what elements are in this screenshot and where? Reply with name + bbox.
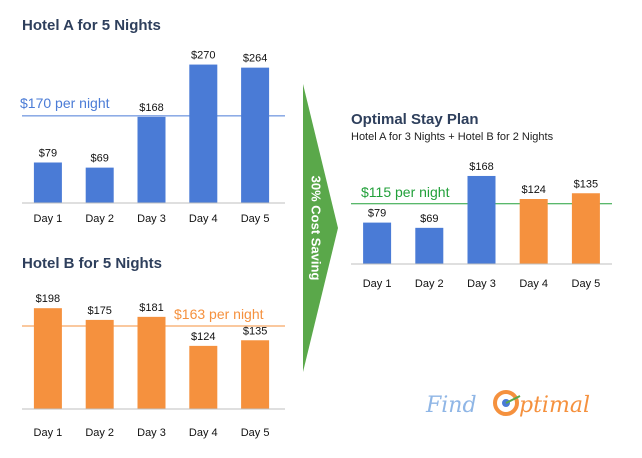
saving-arrow: 30% Cost Saving xyxy=(303,84,338,372)
x-tick-label: Day 2 xyxy=(415,278,444,290)
reference-label: $115 per night xyxy=(361,184,450,200)
chart-optimal: Optimal Stay Plan Hotel A for 3 Nights +… xyxy=(351,111,612,290)
bar xyxy=(241,67,270,203)
data-label: $69 xyxy=(91,153,109,165)
data-label: $124 xyxy=(521,184,545,196)
bar xyxy=(137,316,166,409)
data-label: $79 xyxy=(39,147,57,159)
data-label: $79 xyxy=(368,208,386,220)
data-label: $198 xyxy=(36,293,60,305)
x-tick-label: Day 4 xyxy=(189,427,218,439)
x-tick-label: Day 1 xyxy=(34,427,63,439)
findoptimal-logo: Find ptimal xyxy=(425,390,590,418)
x-tick-label: Day 5 xyxy=(241,213,270,225)
arrow-shape xyxy=(303,84,338,372)
arrow-label: 30% Cost Saving xyxy=(309,176,324,281)
chart-hotel-a: Hotel A for 5 Nights $79 Day 1 $69 Day 2 $16… xyxy=(20,17,285,225)
chart-title: Hotel A for 5 Nights xyxy=(22,17,161,34)
bar xyxy=(519,199,548,264)
bar xyxy=(467,175,496,264)
chart-title: Hotel B for 5 Nights xyxy=(22,255,162,272)
data-label: $135 xyxy=(243,325,267,337)
x-tick-label: Day 2 xyxy=(85,427,114,439)
data-label: $124 xyxy=(191,331,215,343)
logo-text-right: ptimal xyxy=(519,393,590,418)
x-tick-label: Day 4 xyxy=(519,278,548,290)
bar xyxy=(33,308,62,409)
x-tick-label: Day 4 xyxy=(189,213,218,225)
reference-label: $163 per night xyxy=(174,306,264,322)
chart-hotel-b: Hotel B for 5 Nights $198 Day 1 $175 Day 2 $… xyxy=(22,255,285,439)
bar xyxy=(363,222,392,264)
x-tick-label: Day 3 xyxy=(137,427,166,439)
x-tick-label: Day 3 xyxy=(137,213,166,225)
bar xyxy=(85,167,114,203)
bar xyxy=(415,227,444,264)
data-label: $69 xyxy=(420,213,438,225)
data-label: $135 xyxy=(574,178,598,190)
bar xyxy=(571,193,600,264)
data-label: $270 xyxy=(191,50,215,62)
chart-subtitle: Hotel A for 3 Nights + Hotel B for 2 Nig… xyxy=(351,131,554,143)
bar xyxy=(189,64,218,204)
bar xyxy=(33,162,62,203)
reference-label: $170 per night xyxy=(20,95,110,111)
data-label: $264 xyxy=(243,53,267,65)
x-tick-label: Day 1 xyxy=(34,213,63,225)
x-tick-label: Day 5 xyxy=(241,427,270,439)
target-o-icon xyxy=(493,390,521,416)
logo-text-left: Find xyxy=(425,393,477,418)
data-label: $168 xyxy=(139,102,163,114)
x-tick-label: Day 2 xyxy=(85,213,114,225)
bar xyxy=(241,340,270,409)
x-tick-label: Day 5 xyxy=(572,278,601,290)
chart-title: Optimal Stay Plan xyxy=(351,111,479,128)
data-label: $168 xyxy=(469,161,493,173)
bar xyxy=(189,345,218,409)
x-tick-label: Day 1 xyxy=(363,278,392,290)
bar xyxy=(85,319,114,409)
data-label: $181 xyxy=(139,302,163,314)
x-tick-label: Day 3 xyxy=(467,278,496,290)
data-label: $175 xyxy=(87,305,111,317)
bar xyxy=(137,116,166,203)
